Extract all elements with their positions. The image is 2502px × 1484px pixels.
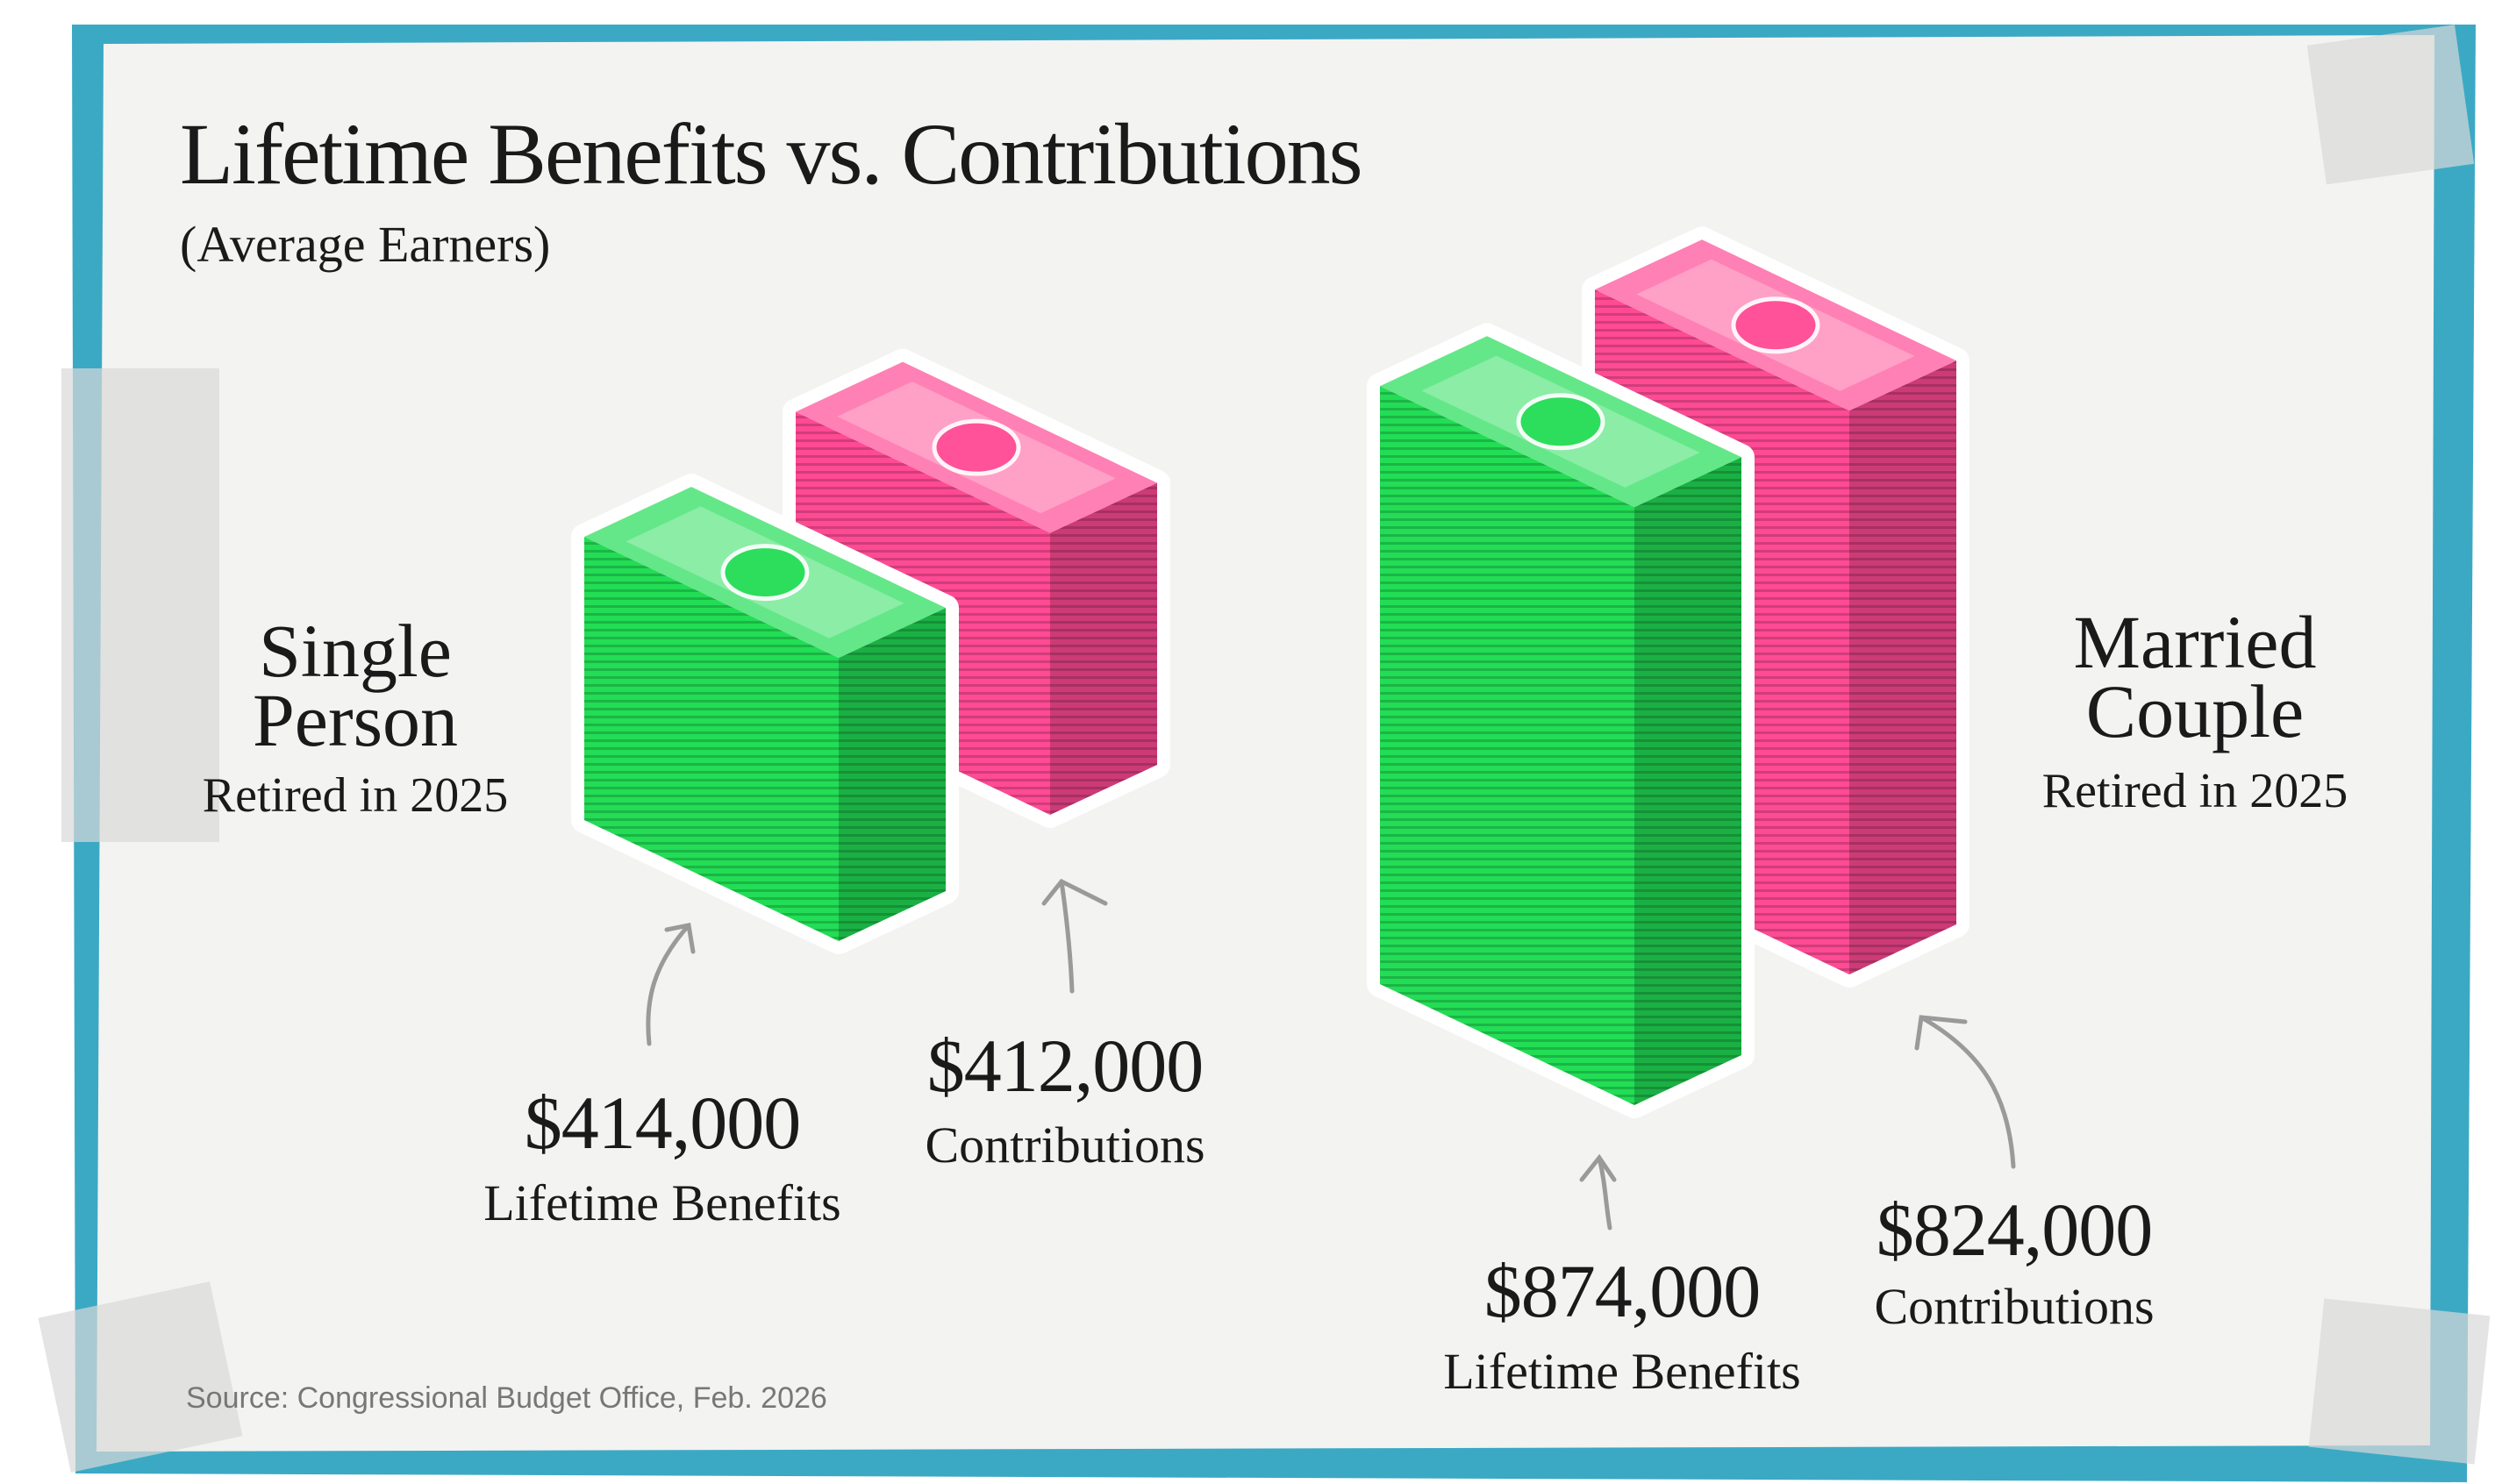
tape bbox=[2308, 1298, 2491, 1465]
category-note: Retired in 2025 bbox=[202, 768, 509, 823]
stack-stripes bbox=[584, 537, 839, 941]
series-label: Lifetime Benefits bbox=[483, 1174, 841, 1231]
arrow bbox=[1041, 878, 1108, 994]
bill-seal bbox=[1516, 393, 1605, 451]
stack-stripes bbox=[1634, 457, 1741, 1105]
stack-stripes bbox=[1050, 482, 1157, 815]
stack-stripes bbox=[1849, 360, 1956, 974]
arrow bbox=[1914, 1015, 2016, 1169]
value-label: $824,000 bbox=[1876, 1188, 2153, 1272]
tape bbox=[61, 368, 219, 842]
value-label: $874,000 bbox=[1483, 1249, 1761, 1333]
arrows bbox=[646, 878, 2016, 1231]
arrow bbox=[646, 923, 696, 1046]
value-label: $412,000 bbox=[926, 1024, 1204, 1108]
series-label: Contributions bbox=[1874, 1278, 2155, 1335]
category-label: Married Couple bbox=[2073, 599, 2317, 753]
stack-stripes bbox=[839, 608, 946, 941]
series-label: Contributions bbox=[925, 1117, 1205, 1174]
category-note: Retired in 2025 bbox=[2041, 764, 2348, 818]
tape bbox=[2306, 25, 2475, 185]
bill-seal bbox=[932, 418, 1021, 476]
tape bbox=[38, 1281, 243, 1473]
bill-seal bbox=[1731, 296, 1820, 354]
category-label: Single Person bbox=[252, 608, 459, 762]
stacks bbox=[571, 226, 1969, 1118]
value-label: $414,000 bbox=[524, 1081, 801, 1165]
arrow bbox=[1579, 1153, 1617, 1231]
chart-title: Lifetime Benefits vs. Contributions bbox=[180, 105, 1363, 203]
stack-stripes bbox=[1380, 386, 1634, 1105]
chart-subtitle: (Average Earners) bbox=[180, 216, 551, 273]
source: Source: Congressional Budget Office, Feb… bbox=[186, 1381, 827, 1415]
series-label: Lifetime Benefits bbox=[1443, 1343, 1801, 1400]
bill-seal bbox=[720, 544, 810, 602]
